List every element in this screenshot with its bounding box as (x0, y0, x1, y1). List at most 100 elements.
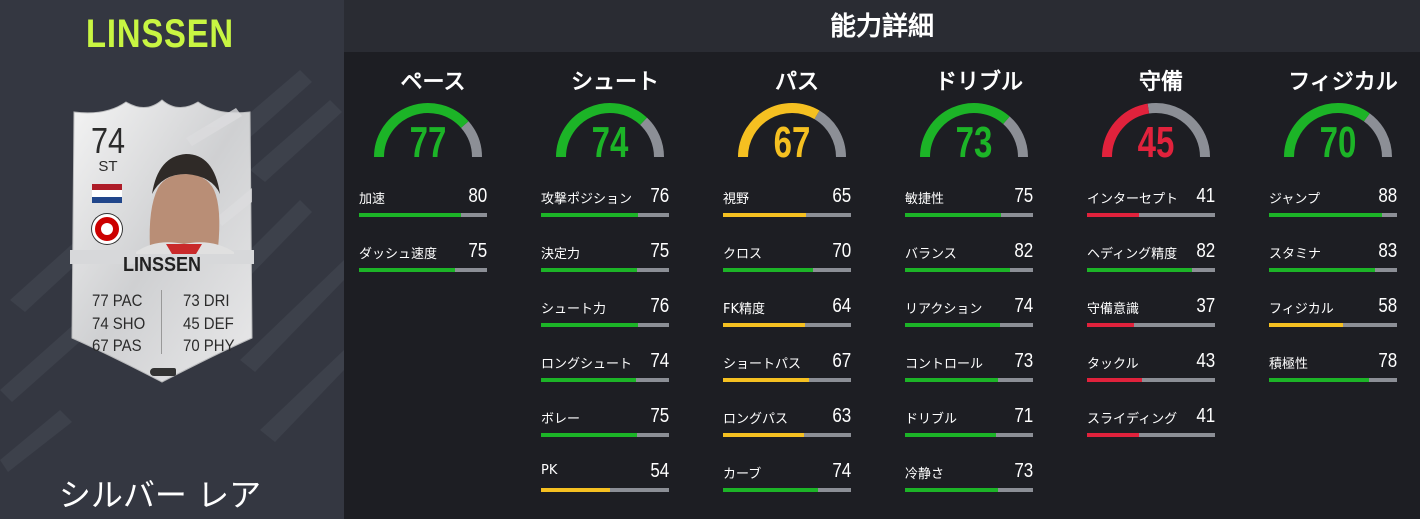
attribute-bar-fill (1269, 323, 1344, 327)
attribute-bar (1087, 433, 1215, 437)
attribute-row: 視野 65 (723, 185, 851, 218)
category-gauge (374, 103, 482, 158)
attribute-bar-fill (905, 213, 1001, 217)
attribute-bar (723, 433, 851, 437)
attribute-bar-fill (541, 268, 637, 272)
attribute-bar (359, 268, 487, 272)
gauge-fill (374, 103, 469, 158)
attribute-row: 守備意識 37 (1087, 295, 1215, 328)
attribute-row: ボレー 75 (541, 405, 669, 438)
attribute-row: ドリブル 71 (905, 405, 1033, 438)
attribute-value: 65 (832, 185, 851, 207)
attribute-label: クロス (723, 247, 763, 262)
attribute-row: バランス 82 (905, 240, 1033, 273)
attribute-row: 冷静さ 73 (905, 460, 1033, 493)
card-stat-pas: 67 PAS (92, 336, 142, 355)
card-position: ST (98, 158, 118, 175)
attribute-value: 82 (1196, 240, 1215, 262)
gauge-track (814, 110, 846, 158)
attribute-label: バランス (905, 247, 957, 262)
attribute-bar-fill (1087, 268, 1192, 272)
attribute-bar (1269, 213, 1397, 217)
attribute-bar (723, 213, 851, 217)
attribute-label: ドリブル (905, 412, 958, 427)
attribute-row: 敏捷性 75 (905, 185, 1033, 218)
attribute-value: 58 (1378, 295, 1397, 317)
attribute-bar-fill (541, 378, 636, 382)
attribute-row: スライディング 41 (1087, 405, 1215, 438)
attribute-bar-fill (723, 488, 818, 492)
card-stat-pac: 77 PAC (92, 291, 143, 310)
category-rating: 67 (773, 118, 811, 167)
attribute-bar (359, 213, 487, 217)
category-rating: 70 (1319, 118, 1357, 167)
attribute-value: 82 (1014, 240, 1033, 262)
attribute-bar (541, 268, 669, 272)
attribute-value: 78 (1378, 350, 1397, 372)
attribute-bar (541, 213, 669, 217)
attribute-bar (905, 433, 1033, 437)
card-stat-divider (161, 290, 162, 354)
attribute-bar-fill (1269, 378, 1369, 382)
card-player-name: LINSSEN (122, 254, 202, 276)
gauge-fill (1284, 103, 1370, 158)
card-stat-phy: 70 PHY (183, 336, 235, 355)
attribute-value: 41 (1196, 185, 1215, 207)
category-gauge (920, 103, 1028, 158)
attribute-value: 67 (832, 350, 851, 372)
attribute-row: FK精度 64 (723, 295, 851, 328)
card-stat-def: 45 DEF (183, 314, 234, 333)
attribute-label: ロングシュート (541, 357, 633, 372)
attribute-bar (723, 488, 851, 492)
category-gauge (1102, 103, 1210, 158)
gauge-track (1002, 116, 1028, 158)
attribute-label: FK精度 (723, 302, 766, 317)
attribute-bar (905, 488, 1033, 492)
club-badge-icon (92, 214, 122, 244)
attribute-value: 80 (468, 185, 487, 207)
card-rarity-label: シルバー レア (58, 476, 262, 514)
category-rating: 45 (1137, 118, 1175, 167)
attribute-label: ジャンプ (1269, 192, 1320, 207)
attribute-bar (541, 323, 669, 327)
card-stat-sho: 74 SHO (92, 314, 146, 333)
attribute-bar (905, 378, 1033, 382)
attribute-value: 71 (1014, 405, 1033, 427)
attribute-value: 37 (1196, 295, 1215, 317)
attribute-label: 敏捷性 (905, 192, 945, 207)
category-label: シュート (570, 70, 659, 95)
attribute-label: 加速 (359, 192, 386, 207)
attribute-row: コントロール 73 (905, 350, 1033, 383)
boot-icon (150, 368, 176, 376)
player-portrait (149, 174, 220, 248)
attribute-label: 積極性 (1269, 357, 1309, 372)
attribute-bar-fill (1087, 433, 1140, 437)
attribute-value: 75 (468, 240, 487, 262)
attribute-label: カーブ (723, 467, 762, 482)
attribute-value: 74 (832, 460, 851, 482)
attribute-bar-fill (905, 268, 1010, 272)
attribute-label: ショートパス (723, 357, 802, 372)
attribute-bar (1087, 268, 1215, 272)
player-panel: LINSSEN 74 ST LINSSEN 77 PAC 74 SHO 67 P… (0, 0, 344, 519)
attribute-label: 決定力 (541, 247, 581, 262)
page-title: 能力詳細 (829, 12, 934, 42)
attribute-value: 74 (650, 350, 669, 372)
attribute-bar-fill (1087, 213, 1140, 217)
attribute-bar (541, 488, 669, 492)
attribute-value: 70 (832, 240, 851, 262)
attribute-value: 75 (650, 405, 669, 427)
category-label: ペース (400, 70, 466, 95)
attribute-bar-fill (1087, 378, 1143, 382)
attribute-row: 決定力 75 (541, 240, 669, 273)
attribute-row: ジャンプ 88 (1269, 185, 1397, 218)
gauge-fill (920, 103, 1010, 158)
attribute-row: カーブ 74 (723, 460, 851, 493)
attribute-value: 43 (1196, 350, 1215, 372)
attribute-bar (541, 378, 669, 382)
player-name-heading: LINSSEN (86, 12, 234, 56)
attribute-bar-fill (723, 213, 807, 217)
player-card[interactable] (66, 98, 258, 384)
attribute-bar-fill (541, 323, 639, 327)
attribute-bar (905, 268, 1033, 272)
